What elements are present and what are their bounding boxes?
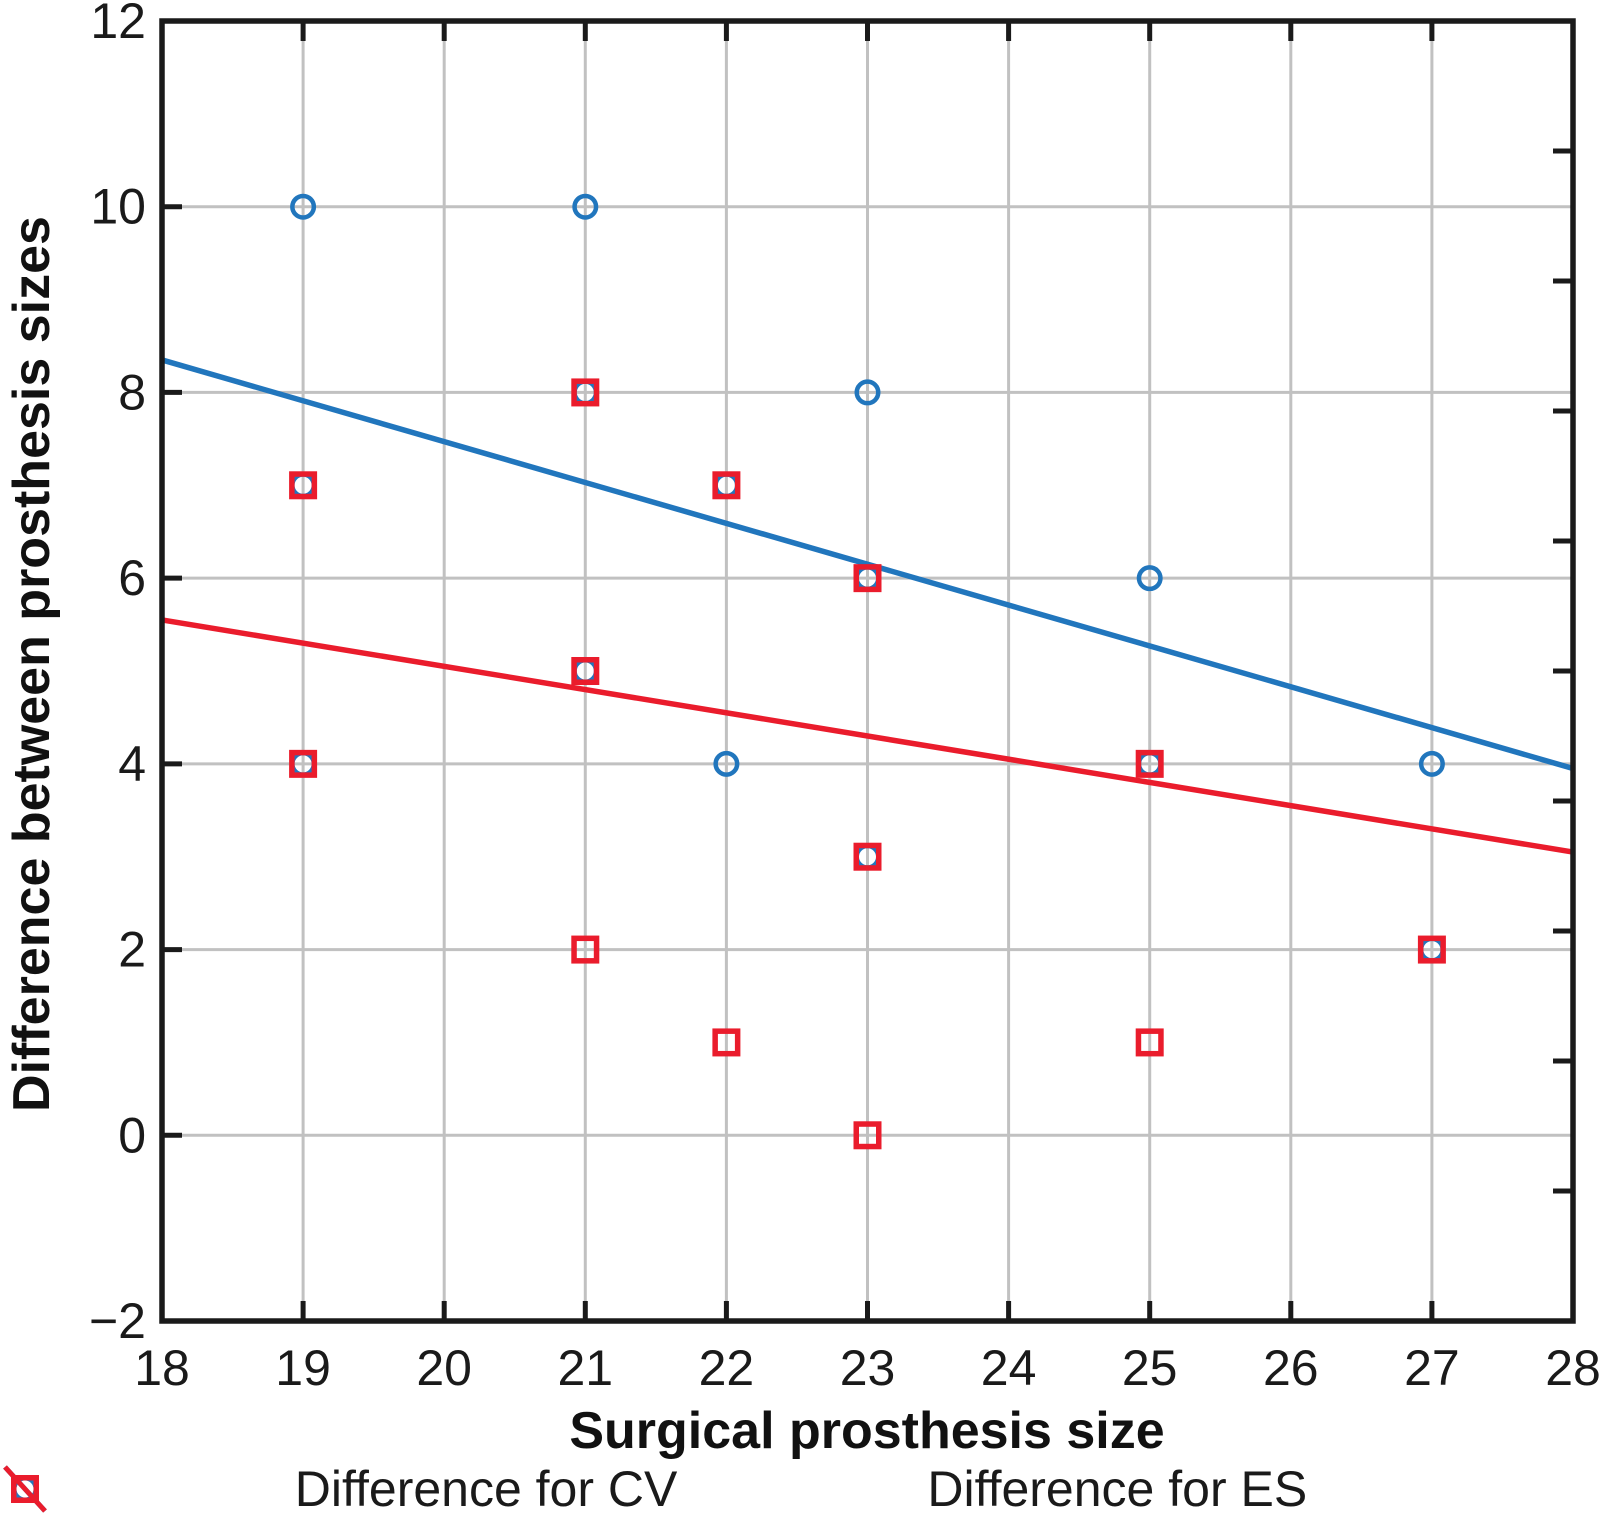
legend: Difference for CV Difference for ES — [0, 1460, 1602, 1518]
es-point-marker — [853, 842, 882, 871]
es-trend-line — [161, 617, 1574, 855]
es-point-marker — [853, 564, 882, 593]
x-tick-label: 26 — [1263, 1340, 1319, 1396]
y-tick-label: 0 — [118, 1107, 146, 1163]
es-point-marker — [853, 1121, 882, 1150]
es-point-marker — [712, 1028, 741, 1057]
x-tick-label: 24 — [981, 1340, 1037, 1396]
es-point-marker — [1135, 749, 1164, 778]
x-tick-label: 25 — [1122, 1340, 1178, 1396]
x-tick-label: 21 — [557, 1340, 613, 1396]
y-tick-label: 6 — [118, 550, 146, 606]
es-point-marker — [571, 378, 600, 407]
es-point-marker — [571, 657, 600, 685]
es-point-marker — [1135, 1028, 1164, 1057]
cv-point-marker — [572, 193, 599, 220]
x-axis-title: Surgical prosthesis size — [569, 1402, 1165, 1460]
es-point-marker — [289, 471, 318, 500]
es-point-marker — [289, 749, 318, 778]
y-tick-label: 8 — [118, 364, 146, 420]
y-axis-title: Difference between prosthesis sizes — [3, 216, 61, 1112]
legend-label-es: Difference for ES — [927, 1461, 1308, 1517]
legend-label-cv: Difference for CV — [294, 1461, 678, 1517]
x-tick-label: 27 — [1404, 1340, 1460, 1396]
cv-point-marker — [1418, 750, 1445, 777]
y-tick-label: 10 — [90, 179, 146, 235]
x-tick-label: 19 — [275, 1340, 331, 1396]
y-tick-label: 4 — [118, 736, 146, 792]
legend-square-glyph — [11, 1475, 39, 1503]
x-tick-label: 18 — [134, 1340, 190, 1396]
x-tick-label: 20 — [416, 1340, 472, 1396]
y-tick-label: 2 — [118, 922, 146, 978]
cv-point-marker — [854, 379, 881, 406]
cv-point-marker — [1136, 565, 1163, 592]
legend-item-cv: Difference for CV — [3, 1460, 678, 1518]
x-tick-label: 22 — [699, 1340, 755, 1396]
legend-item-es: Difference for ES — [3, 1460, 1308, 1518]
es-point-marker — [1417, 935, 1446, 964]
es-square-marker-icon — [3, 1465, 47, 1513]
y-tick-label: −2 — [89, 1293, 146, 1349]
x-tick-label: 28 — [1545, 1340, 1601, 1396]
es-point-marker — [712, 471, 741, 500]
cv-point-marker — [713, 750, 740, 777]
es-point-marker — [571, 935, 600, 964]
legend-slash-line — [3, 1465, 47, 1513]
cv-point-marker — [290, 193, 317, 220]
y-tick-label: 12 — [90, 0, 146, 49]
x-tick-label: 23 — [840, 1340, 896, 1396]
